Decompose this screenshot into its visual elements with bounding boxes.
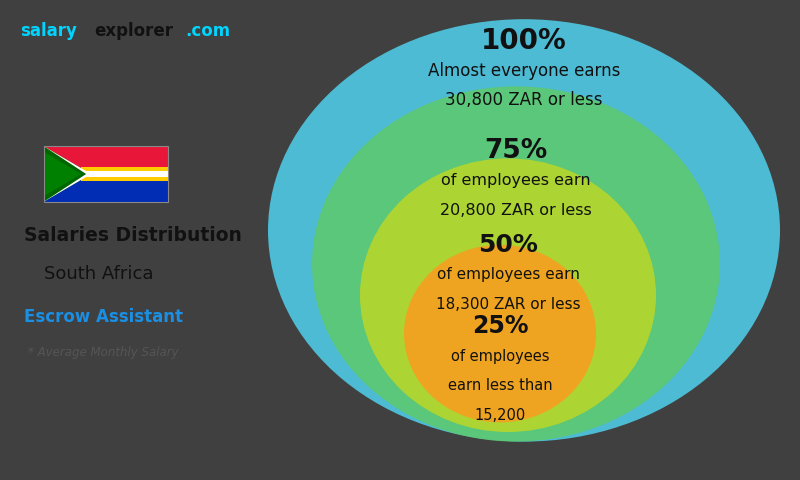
Text: Salaries Distribution: Salaries Distribution (24, 226, 242, 245)
Bar (82, 180, 168, 202)
Ellipse shape (360, 158, 656, 432)
Text: 15,200: 15,200 (474, 408, 526, 423)
Bar (44, 174, 168, 202)
Bar (44, 146, 168, 202)
Text: salary: salary (20, 22, 77, 40)
Bar (44, 146, 168, 174)
Text: 20,800 ZAR or less: 20,800 ZAR or less (440, 203, 592, 218)
Text: Almost everyone earns: Almost everyone earns (428, 61, 620, 80)
Text: earn less than: earn less than (448, 378, 552, 394)
Bar (82, 171, 168, 177)
Polygon shape (44, 146, 86, 202)
Text: explorer: explorer (94, 22, 174, 40)
Text: 100%: 100% (481, 27, 567, 55)
Text: of employees earn: of employees earn (437, 267, 579, 282)
Text: 25%: 25% (472, 314, 528, 338)
Text: 30,800 ZAR or less: 30,800 ZAR or less (446, 91, 602, 109)
Text: Escrow Assistant: Escrow Assistant (24, 308, 183, 326)
Text: of employees earn: of employees earn (441, 173, 591, 189)
Text: .com: .com (186, 22, 230, 40)
Ellipse shape (404, 245, 596, 422)
Text: 75%: 75% (484, 138, 548, 164)
Polygon shape (44, 146, 91, 202)
Polygon shape (44, 146, 91, 202)
Ellipse shape (268, 19, 780, 442)
Text: of employees: of employees (450, 348, 550, 364)
Ellipse shape (312, 86, 720, 442)
Text: 50%: 50% (478, 233, 538, 257)
Text: 18,300 ZAR or less: 18,300 ZAR or less (436, 297, 580, 312)
Bar (82, 168, 168, 180)
Text: South Africa: South Africa (44, 264, 154, 283)
Text: * Average Monthly Salary: * Average Monthly Salary (28, 346, 178, 360)
Bar (82, 146, 168, 168)
